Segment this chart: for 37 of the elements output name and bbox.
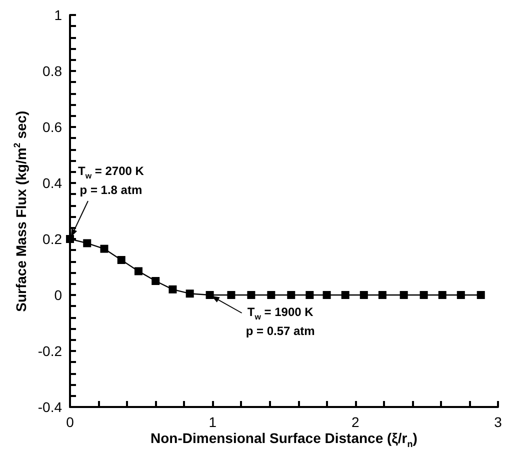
point	[456, 291, 465, 299]
point	[206, 291, 214, 299]
point	[227, 291, 236, 299]
point	[117, 256, 126, 264]
point	[322, 291, 331, 299]
y-tick-label: 0.4	[42, 175, 62, 191]
point	[476, 291, 485, 299]
point	[267, 291, 276, 299]
point	[420, 291, 428, 299]
point	[247, 291, 256, 299]
point	[378, 291, 386, 299]
x-tick-label: 1	[208, 414, 217, 430]
y-tick-label: 0.6	[42, 119, 62, 135]
point	[100, 244, 108, 253]
point	[83, 239, 92, 248]
annotation: T$_{w}$ = 2700 K p = 1.8 atm	[78, 164, 144, 198]
point	[341, 291, 350, 299]
x-tick-label: 3	[494, 414, 502, 430]
y-tick-label: -0.2	[38, 343, 62, 359]
x-tick-label: 0	[66, 414, 74, 430]
y-tick-label: 0.8	[42, 63, 62, 79]
x-tick-label: 2	[351, 414, 360, 430]
y-tick-label: 0.2	[42, 231, 62, 247]
y-tick-label: -0.4	[38, 399, 62, 415]
point	[134, 267, 142, 276]
y-tick-label: 1	[54, 7, 62, 23]
point	[287, 291, 296, 299]
point	[400, 291, 408, 299]
x-axis-title: Non-Dimensional Surface Distance (ξ/r$_{n}$)	[150, 430, 418, 449]
point	[152, 277, 160, 285]
point	[306, 291, 314, 299]
point	[438, 291, 446, 299]
point	[168, 285, 177, 294]
point	[360, 291, 368, 299]
annotation: T$_{w}$ = 1900 K p = 0.57 atm	[246, 305, 315, 338]
y-tick-label: 0	[54, 287, 62, 303]
point	[186, 290, 194, 298]
